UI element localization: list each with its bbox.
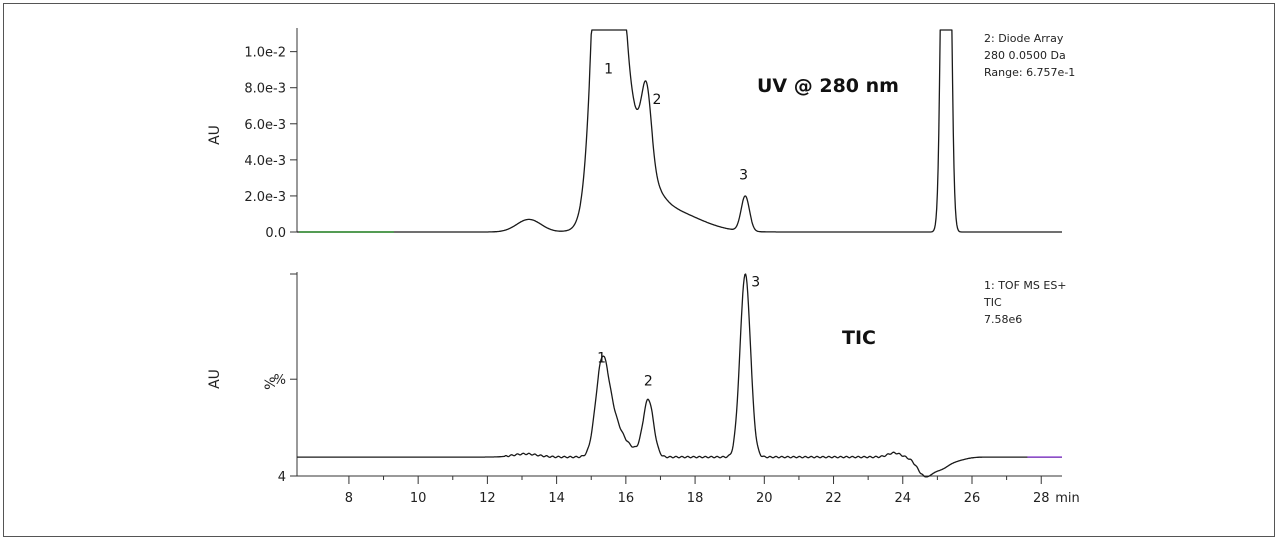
x-tick-label: 16 <box>618 491 635 506</box>
peak-label-bottom: 1 <box>597 350 606 366</box>
x-tick-label: 28 <box>1033 491 1050 506</box>
trace-info-top: 280 0.0500 Da <box>984 49 1066 62</box>
peak-label-top: 3 <box>739 168 748 184</box>
panel-label-top: UV @ 280 nm <box>757 75 899 97</box>
x-tick-label: 22 <box>825 491 842 506</box>
y-axis-title-top: AU <box>207 125 223 145</box>
y-tick-label-top: 4.0e-3 <box>244 154 286 169</box>
trace-info-bottom: TIC <box>983 296 1002 309</box>
y-tick-label-top: 2.0e-3 <box>244 190 286 205</box>
x-tick-label: 8 <box>345 491 353 506</box>
trace-info-bottom: 7.58e6 <box>984 313 1022 326</box>
x-tick-label: 24 <box>894 491 911 506</box>
x-tick-label: 12 <box>479 491 496 506</box>
y-tick-label-top: 1.0e-2 <box>244 46 286 61</box>
y-tick-label-bottom: % <box>274 373 286 388</box>
x-tick-label: 18 <box>687 491 704 506</box>
x-tick-label: 26 <box>964 491 981 506</box>
peak-label-bottom: 3 <box>751 275 760 291</box>
panel-label-bottom: TIC <box>842 327 876 349</box>
y-tick-label-top: 8.0e-3 <box>244 82 286 97</box>
peak-label-bottom: 2 <box>644 374 653 390</box>
peak-label-top: 1 <box>604 61 613 77</box>
figure-frame <box>3 3 1275 537</box>
trace-info-top: 2: Diode Array <box>984 32 1064 45</box>
x-tick-label: 10 <box>410 491 427 506</box>
x-tick-label: 14 <box>548 491 565 506</box>
y-tick-label-top: 0.0 <box>265 226 286 241</box>
trace-info-top: Range: 6.757e-1 <box>984 66 1075 79</box>
trace-bottom <box>297 273 1062 478</box>
peak-label-top: 2 <box>653 92 662 108</box>
x-axis-unit: min <box>1055 491 1080 506</box>
y-tick-label-top: 6.0e-3 <box>244 118 286 133</box>
y-tick-label-bottom: 4 <box>278 470 286 485</box>
trace-info-bottom: 1: TOF MS ES+ <box>984 279 1067 292</box>
x-tick-label: 20 <box>756 491 773 506</box>
y-axis-title2-bottom: % <box>263 377 279 390</box>
y-axis-title-bottom: AU <box>207 369 223 389</box>
trace-top <box>297 29 1062 233</box>
